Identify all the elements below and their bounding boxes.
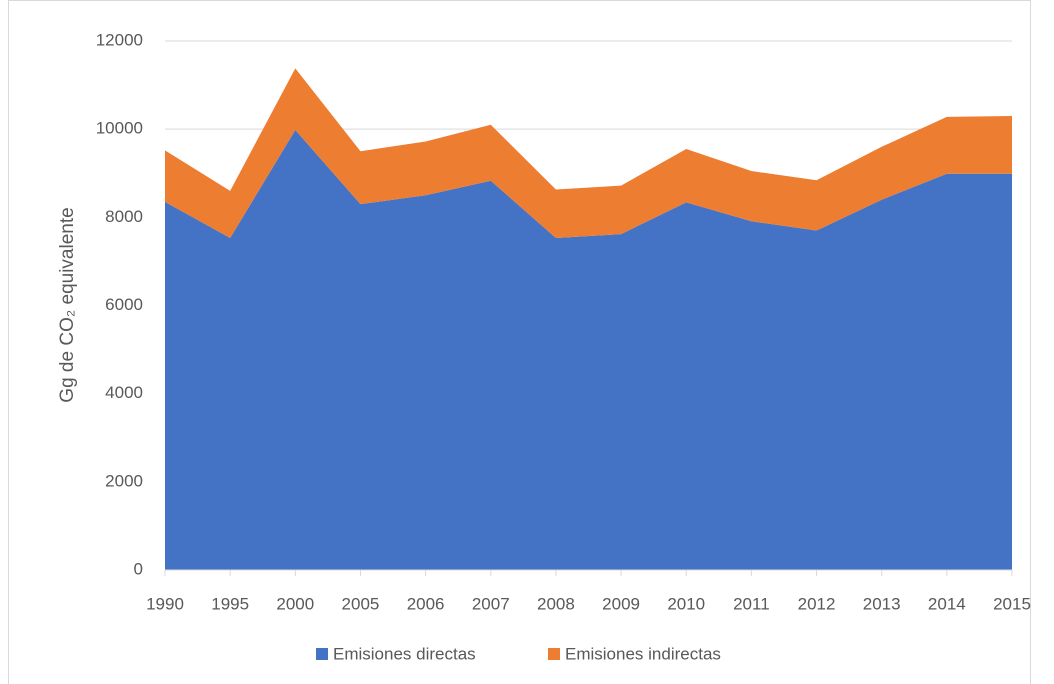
x-tick-label: 2011 — [733, 594, 770, 613]
x-tick-label: 2007 — [472, 594, 510, 613]
x-tick-label: 1995 — [211, 594, 249, 613]
legend-swatch — [548, 648, 560, 660]
x-tick-label: 2015 — [993, 594, 1031, 613]
y-tick-label: 6000 — [105, 295, 143, 314]
x-tick-label: 1990 — [146, 594, 184, 613]
x-tick-label: 2010 — [667, 594, 705, 613]
area — [165, 68, 1012, 239]
y-tick-label: 12000 — [96, 30, 143, 49]
legend-label: Emisiones indirectas — [565, 644, 721, 663]
x-tick-label: 2006 — [407, 594, 445, 613]
x-tick-label: 2005 — [342, 594, 380, 613]
y-tick-label: 2000 — [105, 471, 143, 490]
y-tick-label: 8000 — [105, 207, 143, 226]
x-tick-label: 2009 — [602, 594, 640, 613]
x-tick-label: 2008 — [537, 594, 575, 613]
x-tick-label: 2013 — [863, 594, 901, 613]
y-tick-label: 10000 — [96, 119, 143, 138]
x-tick-label: 2014 — [928, 594, 966, 613]
y-tick-label: 0 — [134, 559, 143, 578]
x-tick-label: 2012 — [798, 594, 836, 613]
y-axis-label: Gg de CO₂ equivalente — [57, 207, 78, 402]
y-tick-label: 4000 — [105, 383, 143, 402]
area — [165, 130, 1012, 570]
legend-swatch — [316, 648, 328, 660]
x-tick-label: 2000 — [276, 594, 314, 613]
legend-label: Emisiones directas — [333, 644, 476, 663]
